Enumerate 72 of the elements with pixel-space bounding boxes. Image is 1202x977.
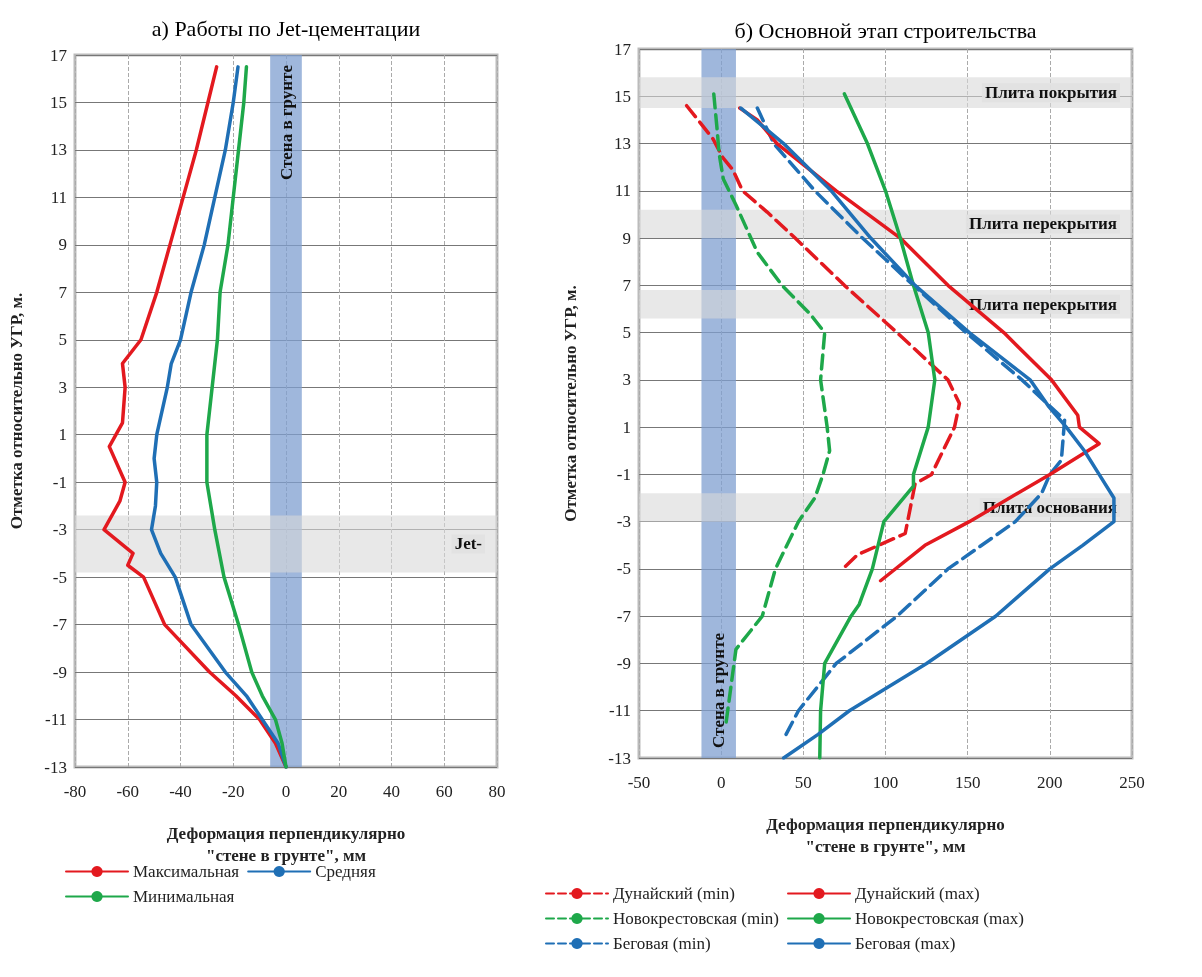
y-tick-label: -5 xyxy=(616,559,631,579)
x-tick-label: -60 xyxy=(116,782,140,801)
y-tick-label: -13 xyxy=(44,757,67,777)
legend-label: Новокрестовская (min) xyxy=(613,909,780,928)
line-series xyxy=(739,106,1116,760)
x-tick-label: -50 xyxy=(627,773,651,792)
x-tick-label: 0 xyxy=(716,773,726,792)
line-series xyxy=(818,92,937,760)
legend-label: Беговая (max) xyxy=(855,934,956,953)
x-tick-label: 200 xyxy=(1037,773,1063,792)
x-tick-label: 150 xyxy=(954,773,981,792)
x-tick-label: -40 xyxy=(169,782,192,801)
x-axis-title: Деформация перпендикулярно "стене в грунте", мм xyxy=(766,814,1005,856)
legend-label: Средняя xyxy=(315,862,376,881)
y-tick-label: 17 xyxy=(614,39,632,59)
y-tick-label: -1 xyxy=(616,464,631,484)
band-label: Плита покрытия xyxy=(984,83,1117,103)
y-tick-label: 11 xyxy=(50,187,67,207)
y-tick-label: -7 xyxy=(52,615,68,635)
x-tick-label: 0 xyxy=(281,782,291,801)
line-series xyxy=(684,103,962,571)
y-tick-label: 5 xyxy=(622,323,631,343)
y-tick-label: -3 xyxy=(52,520,67,540)
y-tick-label: 11 xyxy=(614,181,631,201)
y-tick-label: 3 xyxy=(58,377,67,397)
y-tick-label: 13 xyxy=(50,140,67,160)
y-tick-label: 7 xyxy=(622,275,632,295)
x-tick-label: 40 xyxy=(383,782,400,801)
x-tick-label: 80 xyxy=(488,782,506,801)
x-tick-label: 60 xyxy=(435,782,453,801)
x-axis-title: Деформация перпендикулярно "стене в грунте", мм xyxy=(166,823,406,865)
y-axis-title: Отметка относительно УГР, м. xyxy=(7,292,26,530)
y-axis-title: Отметка относительно УГР, м. xyxy=(561,285,580,522)
x-tick-label: -80 xyxy=(63,782,87,801)
band-label: Плита перекрытия xyxy=(968,214,1117,234)
y-tick-label: 15 xyxy=(614,86,631,106)
y-tick-label: 1 xyxy=(622,417,631,437)
y-tick-label: -13 xyxy=(608,748,631,768)
y-tick-label: -5 xyxy=(52,567,67,587)
y-tick-label: 5 xyxy=(58,330,67,350)
x-tick-label: 50 xyxy=(794,773,812,792)
y-tick-label: -9 xyxy=(52,662,67,682)
y-tick-label: 9 xyxy=(622,228,631,248)
band-label: Jet- xyxy=(454,534,483,554)
chart-title: а) Работы по Jet-цементации xyxy=(151,15,421,41)
x-tick-label: 100 xyxy=(872,773,899,792)
band-label: Плита перекрытия xyxy=(968,294,1117,314)
legend-label: Максимальная xyxy=(133,862,240,881)
band-label: Стена в грунте xyxy=(276,64,296,181)
y-tick-label: 1 xyxy=(58,425,67,445)
y-tick-label: -9 xyxy=(616,653,631,673)
y-tick-label: 13 xyxy=(614,134,631,154)
legend-label: Дунайский (min) xyxy=(613,884,735,903)
legend-label: Новокрестовская (max) xyxy=(855,909,1024,928)
y-tick-label: 9 xyxy=(58,235,67,255)
y-tick-label: 15 xyxy=(50,92,67,112)
x-tick-label: 20 xyxy=(330,782,348,801)
y-tick-label: -7 xyxy=(616,606,632,626)
y-tick-label: -11 xyxy=(608,701,631,721)
x-tick-label: -20 xyxy=(221,782,245,801)
x-tick-label: 250 xyxy=(1119,773,1145,792)
y-tick-label: -3 xyxy=(616,512,631,532)
legend-label: Беговая (min) xyxy=(613,934,711,953)
y-tick-label: -1 xyxy=(52,472,67,492)
y-tick-label: -11 xyxy=(44,710,67,730)
legend-label: Минимальная xyxy=(133,887,235,906)
chart-title: б) Основной этап строительства xyxy=(734,17,1037,43)
y-tick-label: 7 xyxy=(58,282,68,302)
y-tick-label: 17 xyxy=(50,45,68,65)
y-tick-label: 3 xyxy=(622,370,631,390)
band-label: Стена в грунте xyxy=(709,632,729,748)
legend-label: Дунайский (max) xyxy=(855,884,980,903)
